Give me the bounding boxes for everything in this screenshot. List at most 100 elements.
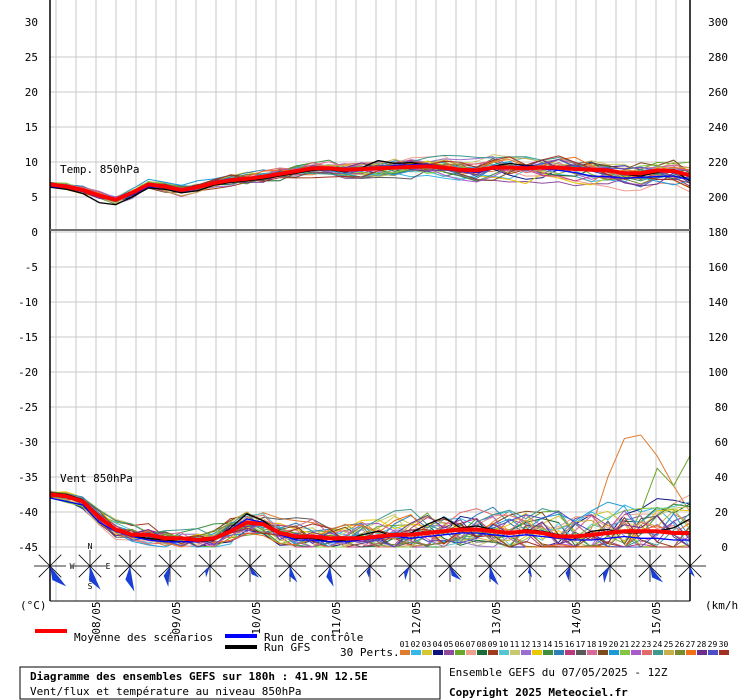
right-tick-label: 140 — [708, 296, 728, 309]
pert-number: 26 — [675, 640, 685, 649]
pert-number: 24 — [653, 640, 663, 649]
wind-rose — [514, 550, 546, 582]
wind-rose-vane — [450, 566, 462, 581]
wind-rose-spoke — [249, 565, 262, 578]
wind-rose-spoke — [238, 554, 251, 567]
compass-w: W — [70, 562, 75, 571]
right-tick-label: 80 — [715, 401, 728, 414]
wind-rose-vane — [205, 566, 210, 578]
wind-rose-spoke — [369, 565, 382, 578]
wind-rose-spoke — [89, 554, 102, 567]
wind-rose-spoke — [318, 565, 331, 578]
wind-rose — [394, 550, 426, 582]
right-tick-label: 200 — [708, 191, 728, 204]
pert-swatch — [686, 650, 696, 655]
x-tick-label: 15/05 — [650, 601, 663, 634]
wind-rose — [64, 550, 106, 592]
wind-pert-line — [49, 493, 690, 548]
pert-swatch — [576, 650, 586, 655]
pert-swatch — [400, 650, 410, 655]
pert-swatch — [554, 650, 564, 655]
wind-rose-vane — [403, 566, 410, 581]
right-tick-label: 100 — [708, 366, 728, 379]
x-tick-label: 09/05 — [170, 601, 183, 634]
legend-perts-label: 30 Perts. — [340, 646, 400, 659]
wind-rose-spoke — [609, 565, 622, 578]
pert-swatch — [499, 650, 509, 655]
wind-rose — [434, 550, 466, 582]
pert-number: 12 — [521, 640, 531, 649]
wind-rose-spoke — [129, 554, 142, 567]
wind-rose-spoke — [638, 565, 651, 578]
wind-rose-spoke — [329, 554, 342, 567]
pert-number: 13 — [532, 640, 542, 649]
pert-number: 07 — [466, 640, 476, 649]
right-tick-label: 0 — [721, 541, 728, 554]
pert-number: 03 — [422, 640, 432, 649]
wind-rose-vane — [50, 566, 67, 587]
right-tick-label: 60 — [715, 436, 728, 449]
axes: 30 25 20 15 10 5 0 -5 -10 -15 -20 -25 -30 -35 -40 -45 30… — [18, 0, 728, 635]
left-tick-label: -25 — [18, 401, 38, 414]
wind-rose-vane — [326, 566, 334, 587]
wind-rose-spoke — [558, 565, 571, 578]
pert-number: 15 — [554, 640, 564, 649]
left-unit: (°C) — [20, 599, 47, 612]
wind-rose-spoke — [358, 565, 371, 578]
wind-rose — [674, 550, 706, 582]
wind-rose — [594, 550, 626, 583]
wind-rose — [474, 550, 506, 586]
wind-rose-spoke — [209, 554, 222, 567]
footer-title: Diagramme des ensembles GEFS sur 180h : … — [30, 670, 368, 683]
pert-number: 29 — [708, 640, 718, 649]
wind-mean-line — [49, 492, 690, 543]
wind-rose — [24, 550, 67, 592]
wind-panel-label: Vent 850hPa — [60, 472, 133, 485]
wind-rose-spoke — [678, 554, 691, 567]
left-tick-label: 30 — [25, 16, 38, 29]
wind-rose-spoke — [489, 554, 502, 567]
wind-rose-spoke — [478, 565, 491, 578]
wind-rose-vane — [565, 566, 570, 581]
wind-rose — [194, 550, 226, 582]
footer-run: Ensemble GEFS du 07/05/2025 - 12Z — [449, 666, 668, 679]
pert-number: 05 — [444, 640, 454, 649]
right-tick-label: 40 — [715, 471, 728, 484]
pert-number: 30 — [719, 640, 729, 649]
grid — [50, 0, 690, 601]
wind-rose — [274, 550, 306, 583]
wind-rose-spoke — [329, 565, 342, 578]
wind-rose-spoke — [649, 565, 662, 578]
pert-swatch — [477, 650, 487, 655]
wind-rose — [634, 550, 666, 583]
compass-e: E — [106, 562, 111, 571]
wind-rose-spoke — [238, 565, 251, 578]
wind-rose-spoke — [449, 565, 462, 578]
pert-number: 22 — [631, 640, 641, 649]
pert-number: 04 — [433, 640, 443, 649]
pert-swatch — [653, 650, 663, 655]
left-tick-label: -5 — [25, 261, 38, 274]
right-tick-label: 220 — [708, 156, 728, 169]
wind-rose-spoke — [369, 554, 382, 567]
wind-pert-line — [49, 492, 691, 548]
wind-rose-vane — [88, 566, 101, 590]
wind-rose-spoke — [409, 565, 422, 578]
wind-rose-spoke — [318, 554, 331, 567]
wind-rose-spoke — [38, 565, 51, 578]
pert-swatch — [708, 650, 718, 655]
pert-number: 20 — [609, 640, 619, 649]
wind-rose-spoke — [169, 554, 182, 567]
right-tick-label: 120 — [708, 331, 728, 344]
wind-rose-vane — [289, 566, 298, 583]
wind-rose-spoke — [598, 554, 611, 567]
left-tick-label: -15 — [18, 331, 38, 344]
wind-rose-spoke — [158, 554, 171, 567]
wind-rose-vane — [489, 566, 499, 586]
wind-rose-spoke — [289, 565, 302, 578]
wind-rose-vane — [602, 566, 610, 583]
wind-rose-spoke — [278, 554, 291, 567]
wind-rose-spoke — [569, 554, 582, 567]
wind-rose-vane — [527, 566, 532, 578]
right-tick-label: 180 — [708, 226, 728, 239]
